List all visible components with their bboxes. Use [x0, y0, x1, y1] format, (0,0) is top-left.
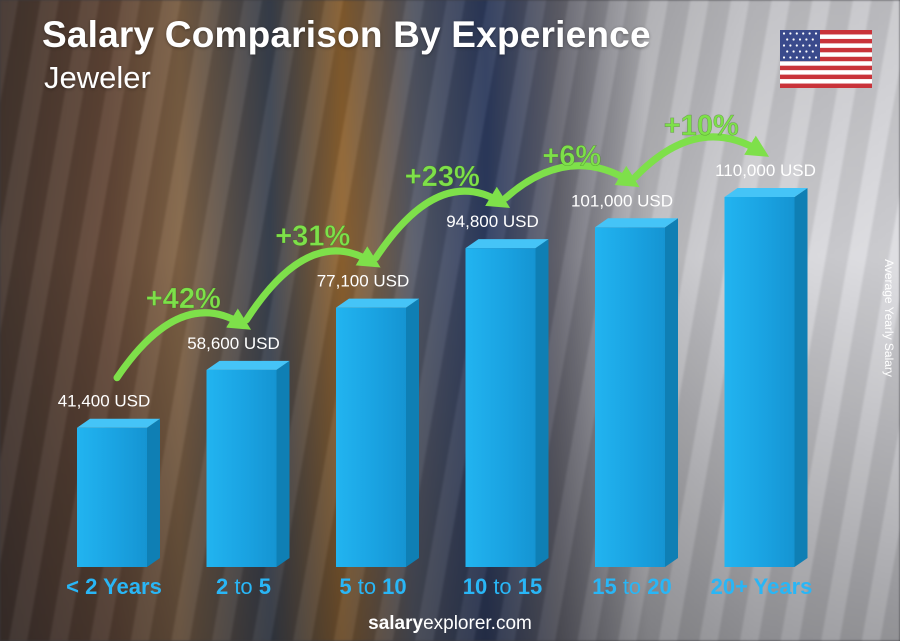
bar-front: [465, 248, 536, 568]
bar-top: [336, 298, 419, 308]
value-label-4: 101,000 USD: [571, 191, 673, 210]
category-label-1: 2 to 5: [216, 574, 271, 599]
bar-top: [206, 360, 290, 370]
bar-0: [77, 418, 160, 567]
value-label-5: 110,000 USD: [715, 161, 816, 180]
increase-label-0: +42%: [146, 283, 221, 315]
bar-top: [77, 418, 160, 428]
page-title: Salary Comparison By Experience: [42, 14, 651, 55]
bar-top: [595, 218, 678, 228]
bar-top: [724, 188, 808, 197]
bar-side: [794, 188, 808, 567]
increase-arrow-2: [372, 186, 511, 262]
bar-top: [465, 239, 549, 249]
bar-side: [665, 218, 678, 568]
value-label-3: 94,800 USD: [446, 212, 539, 231]
category-label-3: 10 to 15: [463, 574, 543, 599]
bar-side: [276, 360, 290, 567]
bar-side: [406, 298, 419, 567]
category-label-0: < 2 Years: [66, 574, 162, 599]
increase-label-3: +6%: [542, 140, 601, 172]
value-label-1: 58,600 USD: [187, 334, 280, 353]
value-label-0: 41,400 USD: [58, 392, 151, 411]
category-label-5: 20+ Years: [711, 574, 813, 599]
bar-2: [336, 298, 419, 567]
increase-arrow-4: [631, 133, 770, 181]
bar-4: [595, 218, 678, 568]
bar-side: [147, 418, 160, 567]
bar-1: [206, 360, 290, 567]
value-label-2: 77,100 USD: [317, 272, 410, 291]
us-flag-icon: [780, 30, 872, 88]
bar-front: [206, 369, 277, 567]
bar-front: [77, 427, 147, 567]
category-label-4: 15 to 20: [592, 574, 672, 599]
increase-arrow-0: [113, 308, 252, 382]
bar-3: [465, 239, 549, 568]
bar-front: [724, 197, 795, 567]
increase-label-1: +31%: [275, 221, 350, 253]
increase-arrow-3: [502, 162, 640, 202]
bar-5: [724, 188, 808, 567]
page-subtitle: Jeweler: [44, 60, 151, 95]
bar-side: [535, 239, 549, 568]
category-label-2: 5 to 10: [339, 574, 406, 599]
footer-brand: salaryexplorer.com: [0, 613, 900, 635]
footer-brand-rest: explorer.com: [423, 613, 532, 634]
bar-front: [336, 307, 406, 567]
bar-front: [595, 227, 665, 568]
increase-label-4: +10%: [664, 110, 739, 142]
increase-label-2: +23%: [405, 161, 480, 193]
footer-brand-bold: salary: [368, 613, 424, 634]
increase-arrow-1: [243, 246, 381, 324]
